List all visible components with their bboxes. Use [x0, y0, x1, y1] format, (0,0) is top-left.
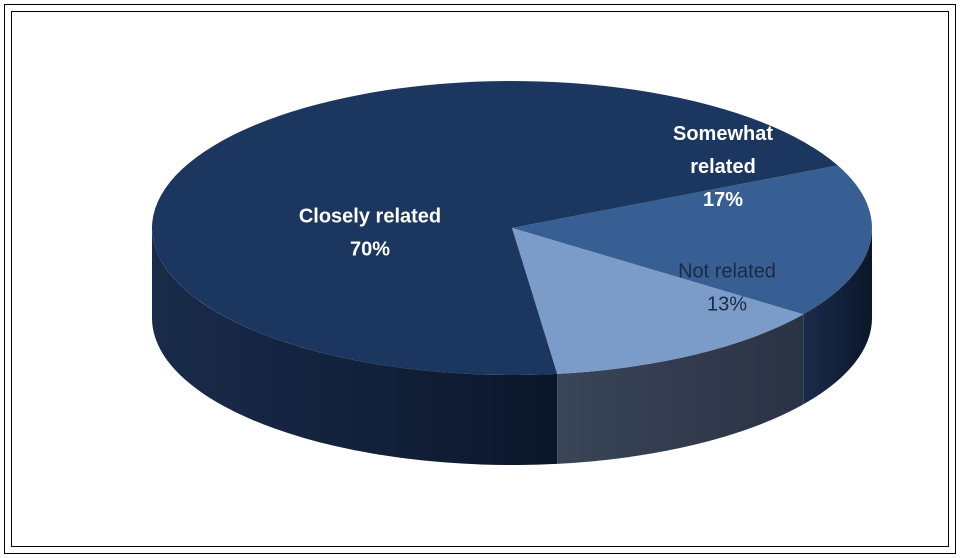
pie-slice-0: [151, 81, 838, 376]
slice-category-label: related: [690, 156, 756, 178]
pie-side-2: [557, 314, 804, 464]
slice-category-label: Not related: [678, 261, 776, 283]
slice-value-label: 13%: [707, 294, 747, 316]
pie-tops: [151, 81, 872, 376]
slice-category-label: Closely related: [299, 206, 441, 228]
pie-sides: [152, 228, 872, 466]
pie-slice-2: [512, 228, 804, 374]
pie-side-0: [152, 228, 558, 466]
pie-slice-1: [512, 165, 872, 315]
pie-labels: Closely related 70% Somewhat related 17% Not …: [299, 123, 776, 316]
pie-side-1: [803, 228, 872, 405]
slice-category-label: Somewhat: [673, 123, 773, 145]
slice-value-label: 70%: [350, 239, 390, 261]
slice-value-label: 17%: [703, 189, 743, 211]
